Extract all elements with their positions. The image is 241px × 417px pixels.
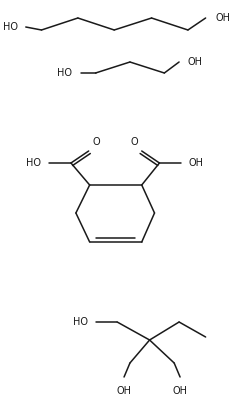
Text: OH: OH [215,13,230,23]
Text: OH: OH [173,386,187,396]
Text: HO: HO [27,158,41,168]
Text: HO: HO [3,22,18,32]
Text: HO: HO [73,317,88,327]
Text: O: O [93,137,100,147]
Text: OH: OH [189,158,204,168]
Text: O: O [130,137,138,147]
Text: OH: OH [117,386,132,396]
Text: HO: HO [57,68,72,78]
Text: OH: OH [188,57,203,67]
